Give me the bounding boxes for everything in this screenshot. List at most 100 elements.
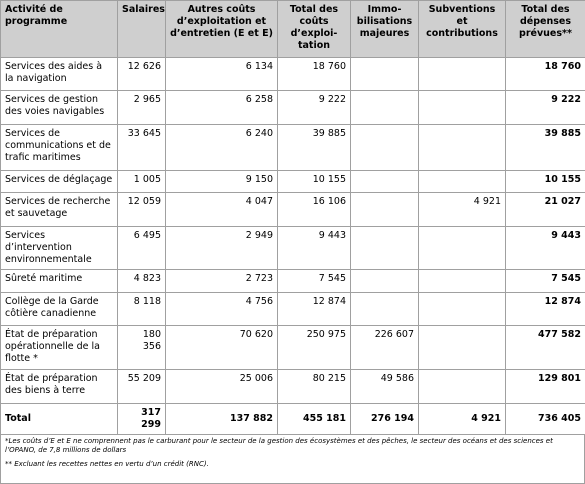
cell: 10 155 xyxy=(278,171,351,193)
cell: 4 047 xyxy=(166,193,278,227)
row-label: Collège de la Garde côtière canadienne xyxy=(1,293,118,326)
cell: 6 134 xyxy=(166,58,278,91)
footnotes: *Les coûts d’E et E ne comprennent pas l… xyxy=(0,435,585,484)
cell xyxy=(351,125,419,171)
row-label: Services de communications et de trafic … xyxy=(1,125,118,171)
cell: 180 356 xyxy=(118,326,166,370)
cell: 7 545 xyxy=(278,270,351,293)
table-row: Services de gestion des voies navigables… xyxy=(1,91,585,125)
cell: 2 723 xyxy=(166,270,278,293)
cell: 9 222 xyxy=(278,91,351,125)
column-header: Activité de programme xyxy=(1,1,118,58)
cell: 18 760 xyxy=(506,58,585,91)
cell xyxy=(419,326,506,370)
cell: 12 626 xyxy=(118,58,166,91)
cell: 33 645 xyxy=(118,125,166,171)
cell xyxy=(351,270,419,293)
cell: 2 949 xyxy=(166,227,278,270)
cell xyxy=(419,125,506,171)
cell: 16 106 xyxy=(278,193,351,227)
table-row: État de préparation opérationnelle de la… xyxy=(1,326,585,370)
cell xyxy=(351,58,419,91)
footnote: ** Excluant les recettes nettes en vertu… xyxy=(5,460,580,469)
column-header: Immo-bilisations majeures xyxy=(351,1,419,58)
cell: 2 965 xyxy=(118,91,166,125)
cell: 6 240 xyxy=(166,125,278,171)
cell: 317 299 xyxy=(118,404,166,435)
cell: 12 874 xyxy=(506,293,585,326)
cell: 4 823 xyxy=(118,270,166,293)
cell: 6 495 xyxy=(118,227,166,270)
column-header: Total des coûts d’exploi-tation xyxy=(278,1,351,58)
column-header: Salaires xyxy=(118,1,166,58)
row-label: Total xyxy=(1,404,118,435)
cell: 6 258 xyxy=(166,91,278,125)
cell xyxy=(419,227,506,270)
cell xyxy=(351,193,419,227)
cell xyxy=(419,270,506,293)
cell: 129 801 xyxy=(506,370,585,404)
table-row: Services d’intervention environnementale… xyxy=(1,227,585,270)
row-label: État de préparation des biens à terre xyxy=(1,370,118,404)
column-header: Subventions et contributions xyxy=(419,1,506,58)
row-label: Sûreté maritime xyxy=(1,270,118,293)
cell: 276 194 xyxy=(351,404,419,435)
cell xyxy=(351,171,419,193)
cell xyxy=(419,91,506,125)
cell: 226 607 xyxy=(351,326,419,370)
cell: 4 756 xyxy=(166,293,278,326)
cell: 12 874 xyxy=(278,293,351,326)
cell xyxy=(351,227,419,270)
cell: 39 885 xyxy=(278,125,351,171)
cell xyxy=(419,293,506,326)
cell: 1 005 xyxy=(118,171,166,193)
cell: 10 155 xyxy=(506,171,585,193)
row-label: Services de recherche et sauvetage xyxy=(1,193,118,227)
cell: 250 975 xyxy=(278,326,351,370)
table-row: Services de communications et de trafic … xyxy=(1,125,585,171)
cell: 80 215 xyxy=(278,370,351,404)
cell: 55 209 xyxy=(118,370,166,404)
row-label: Services de déglaçage xyxy=(1,171,118,193)
cell: 736 405 xyxy=(506,404,585,435)
cell: 9 222 xyxy=(506,91,585,125)
cell: 18 760 xyxy=(278,58,351,91)
row-label: Services de gestion des voies navigables xyxy=(1,91,118,125)
cell: 477 582 xyxy=(506,326,585,370)
cell: 25 006 xyxy=(166,370,278,404)
column-header: Total des dépenses prévues** xyxy=(506,1,585,58)
footnote: *Les coûts d’E et E ne comprennent pas l… xyxy=(5,437,580,455)
cell xyxy=(419,58,506,91)
cell: 455 181 xyxy=(278,404,351,435)
cell: 49 586 xyxy=(351,370,419,404)
row-label: Services des aides à la navigation xyxy=(1,58,118,91)
cell: 137 882 xyxy=(166,404,278,435)
cell: 4 921 xyxy=(419,404,506,435)
cell: 9 443 xyxy=(278,227,351,270)
cell: 9 150 xyxy=(166,171,278,193)
cell: 7 545 xyxy=(506,270,585,293)
cell: 12 059 xyxy=(118,193,166,227)
cell: 9 443 xyxy=(506,227,585,270)
cell xyxy=(351,91,419,125)
cell xyxy=(419,370,506,404)
cell: 39 885 xyxy=(506,125,585,171)
cell: 8 118 xyxy=(118,293,166,326)
cell xyxy=(351,293,419,326)
cell: 70 620 xyxy=(166,326,278,370)
cell xyxy=(419,171,506,193)
cell: 4 921 xyxy=(419,193,506,227)
cell: 21 027 xyxy=(506,193,585,227)
column-header: Autres coûts d’exploitation et d’entreti… xyxy=(166,1,278,58)
